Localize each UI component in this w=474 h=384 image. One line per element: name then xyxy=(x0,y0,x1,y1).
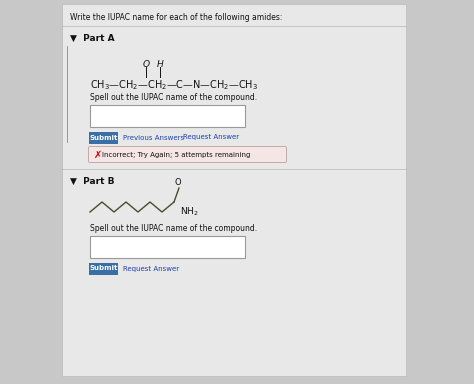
Text: H: H xyxy=(156,60,164,69)
Text: Previous Answers: Previous Answers xyxy=(123,134,184,141)
Text: Request Answer: Request Answer xyxy=(183,134,239,141)
Text: NH$_2$: NH$_2$ xyxy=(180,205,199,217)
FancyBboxPatch shape xyxy=(90,263,118,275)
Text: Spell out the IUPAC name of the compound.: Spell out the IUPAC name of the compound… xyxy=(90,93,257,102)
Text: CH$_3$—CH$_2$—CH$_2$—C—N—CH$_2$—CH$_3$: CH$_3$—CH$_2$—CH$_2$—C—N—CH$_2$—CH$_3$ xyxy=(90,78,258,92)
FancyBboxPatch shape xyxy=(90,105,245,127)
Text: Request Answer: Request Answer xyxy=(123,265,179,271)
FancyBboxPatch shape xyxy=(89,147,286,162)
Text: ▼  Part B: ▼ Part B xyxy=(70,177,115,185)
Text: ✗: ✗ xyxy=(94,149,102,159)
Text: Submit: Submit xyxy=(90,134,118,141)
FancyBboxPatch shape xyxy=(90,131,118,144)
Text: Write the IUPAC name for each of the following amides:: Write the IUPAC name for each of the fol… xyxy=(70,13,283,22)
Text: O: O xyxy=(175,178,182,187)
FancyBboxPatch shape xyxy=(90,236,245,258)
Text: ▼  Part A: ▼ Part A xyxy=(70,33,115,43)
Text: O: O xyxy=(143,60,150,69)
FancyBboxPatch shape xyxy=(62,4,406,376)
Text: Spell out the IUPAC name of the compound.: Spell out the IUPAC name of the compound… xyxy=(90,224,257,233)
Text: Submit: Submit xyxy=(90,265,118,271)
Text: Incorrect; Try Again; 5 attempts remaining: Incorrect; Try Again; 5 attempts remaini… xyxy=(102,152,250,157)
